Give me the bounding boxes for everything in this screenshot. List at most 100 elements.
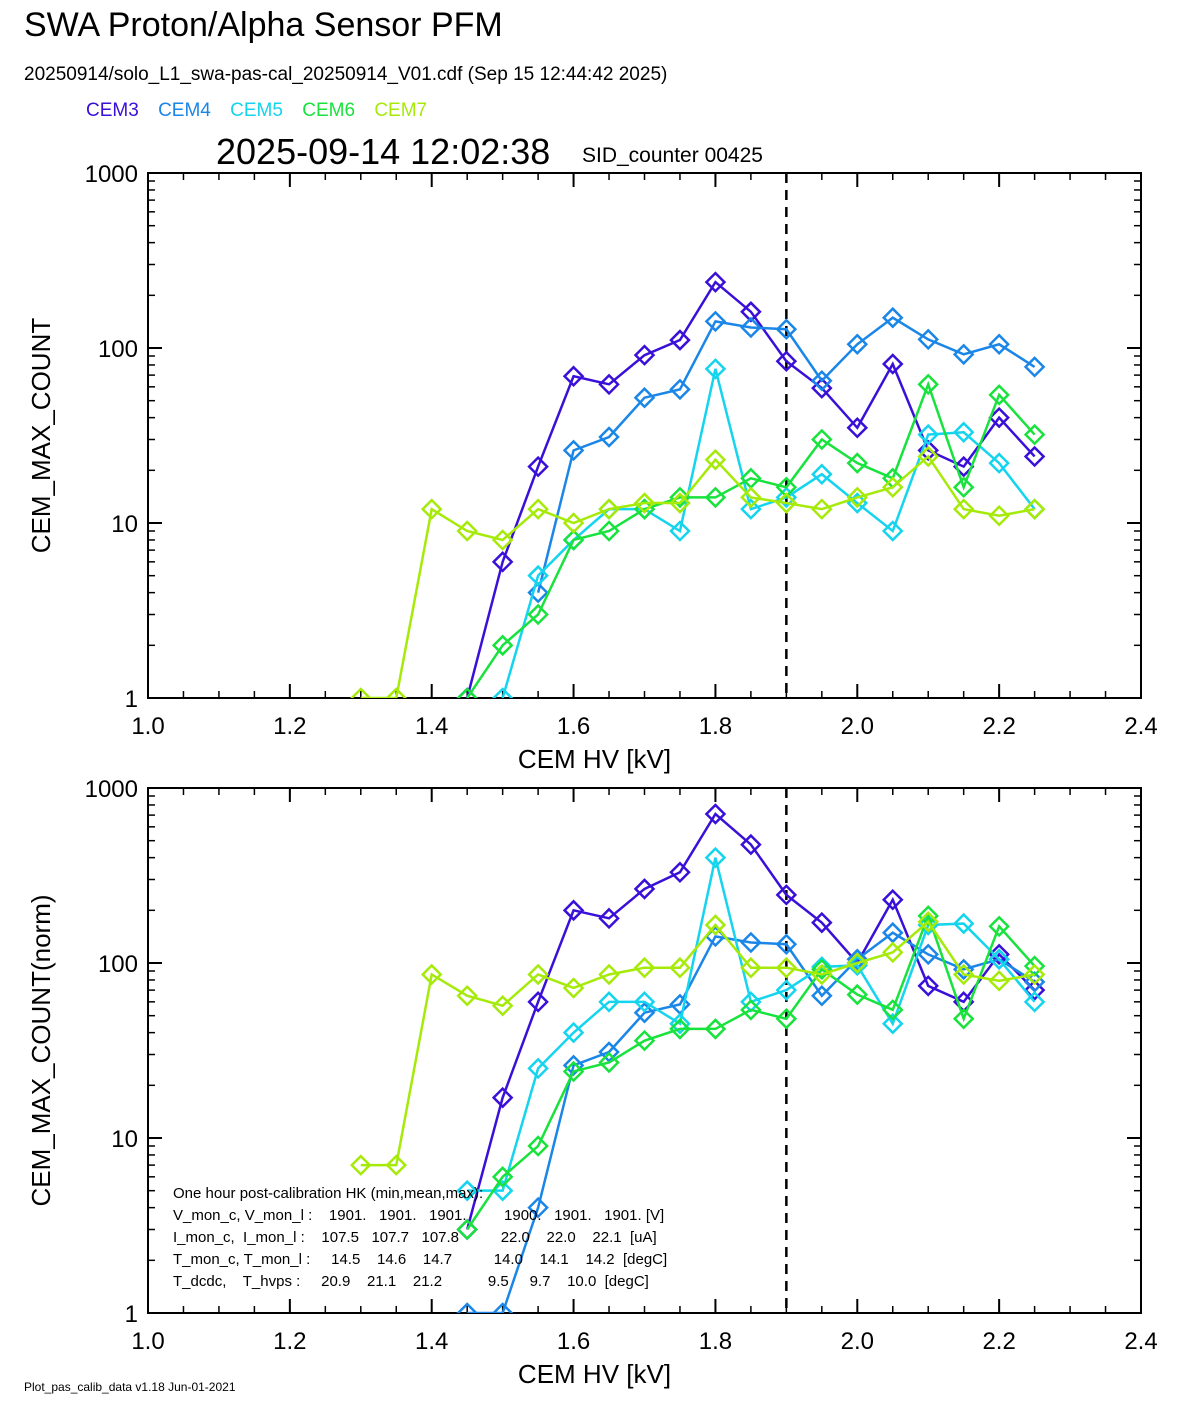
data-point-cem6 [811, 958, 833, 981]
data-point-cem4 [775, 318, 798, 341]
data-point-cem6 [917, 905, 939, 927]
data-point-cem6 [917, 373, 939, 396]
data-point-cem3 [598, 373, 620, 396]
x-tick-label: 1.0 [131, 713, 164, 740]
data-point-cem7 [527, 963, 549, 986]
plot-frame [147, 172, 1142, 699]
data-point-cem7 [633, 492, 656, 514]
data-point-cem5 [633, 991, 656, 1013]
hk-line: T_dcdc, T_hvps : 20.9 21.1 21.2 9.5 9.7 … [173, 1273, 649, 1290]
data-point-cem7 [846, 952, 869, 974]
x-tick-label: 1.4 [415, 1328, 448, 1355]
data-point-cem7 [881, 941, 904, 964]
series-line-cem6 [466, 912, 1036, 1231]
data-point-cem7 [952, 963, 975, 986]
y-tick-label: 10 [111, 511, 138, 538]
data-point-cem6 [669, 1018, 691, 1040]
legend-item-cem7: CEM7 [374, 100, 428, 121]
data-point-cem3 [491, 1086, 514, 1109]
chart-panel-1: 1.0 1.2 1.4 1.6 1.8 2.0 2.2 2.4 1 10 100 1000 CEM HV… [26, 161, 1158, 774]
data-point-cem4 [917, 943, 939, 966]
data-point-cem5 [562, 1021, 585, 1044]
x-tick-label: 2.0 [841, 713, 874, 740]
data-point-cem7 [385, 687, 408, 698]
x-tick-label: 2.4 [1124, 1328, 1157, 1355]
series-line-cem5 [467, 857, 1036, 1192]
data-point-cem5 [740, 498, 762, 520]
data-point-cem7 [527, 498, 549, 520]
data-point-cem3 [988, 406, 1010, 429]
data-point-cem3 [633, 344, 656, 366]
x-tick-label: 1.0 [131, 1328, 164, 1355]
data-point-cem7 [952, 498, 975, 520]
y-tick-label: 1 [125, 1301, 138, 1328]
data-point-cem4 [846, 333, 869, 356]
data-point-cem4 [881, 306, 904, 329]
data-point-cem7 [669, 956, 691, 979]
data-point-cem4 [633, 386, 656, 409]
page-title: SWA Proton/Alpha Sensor PFM [24, 6, 503, 44]
data-point-cem6 [562, 529, 585, 551]
x-tick-label: 1.2 [273, 1328, 306, 1355]
legend-item-cem4: CEM4 [158, 100, 211, 121]
data-point-cem4 [491, 1302, 514, 1313]
data-point-cem4 [527, 581, 549, 604]
series-line-cem6 [466, 380, 1036, 698]
y-axis-label: CEM_MAX_COUNT [26, 318, 56, 554]
data-point-cem3 [704, 271, 727, 293]
data-point-cem3 [491, 551, 514, 573]
data-point-cem7 [562, 977, 585, 999]
data-point-cem4 [1023, 356, 1046, 378]
data-point-cem7 [633, 956, 656, 979]
data-point-cem6 [846, 452, 869, 474]
data-point-cem4 [527, 1196, 549, 1219]
data-point-cem6 [988, 384, 1010, 406]
data-point-cem7 [704, 448, 727, 471]
hk-summary: One hour post-calibration HK (min,mean,m… [173, 1185, 667, 1290]
data-point-cem7 [420, 498, 443, 520]
data-point-cem6 [988, 915, 1010, 938]
data-point-cem7 [491, 529, 514, 551]
data-point-cem5 [881, 1012, 904, 1035]
data-point-cem6 [633, 1029, 656, 1052]
x-tick-label: 1.8 [699, 1328, 732, 1355]
data-point-cem6 [456, 1218, 478, 1241]
series-group [350, 271, 1046, 698]
data-point-cem3 [1023, 445, 1046, 468]
data-point-cem7 [775, 492, 798, 514]
data-point-cem5 [917, 423, 939, 446]
legend-item-cem6: CEM6 [302, 100, 356, 121]
data-point-cem6 [811, 428, 833, 451]
data-point-cem4 [598, 426, 620, 448]
data-point-cem6 [846, 983, 869, 1006]
data-point-cem4 [669, 378, 691, 401]
x-axis-label: CEM HV [kV] [518, 1359, 671, 1389]
x-tick-label: 2.2 [982, 713, 1015, 740]
data-point-cem3 [1023, 979, 1046, 1001]
data-point-cem7 [917, 911, 939, 933]
data-point-cem6 [491, 1166, 514, 1188]
series-line-cem3 [465, 812, 1036, 1230]
data-point-cem5 [527, 1057, 549, 1080]
data-point-cem3 [846, 417, 869, 439]
data-point-cem6 [598, 520, 620, 542]
data-point-cem7 [811, 963, 833, 986]
data-point-cem5 [775, 486, 798, 509]
data-point-cem7 [385, 1154, 408, 1176]
data-point-cem7 [988, 504, 1010, 527]
data-point-cem7 [811, 498, 833, 520]
data-point-cem3 [669, 861, 691, 884]
data-point-cem7 [988, 970, 1010, 992]
y-tick-label: 100 [98, 951, 138, 978]
data-point-cem6 [562, 1060, 585, 1083]
data-point-cem4 [740, 316, 762, 339]
data-point-cem3 [988, 943, 1010, 966]
data-point-cem3 [527, 991, 549, 1013]
data-point-cem5 [491, 687, 514, 698]
x-tick-label: 2.4 [1124, 713, 1157, 740]
data-point-cem3 [598, 907, 620, 930]
hk-line: T_mon_c, T_mon_l : 14.5 14.6 14.7 14.0 1… [173, 1251, 667, 1268]
data-point-cem7 [704, 914, 727, 936]
data-point-cem3 [669, 329, 691, 351]
data-point-cem6 [775, 1008, 798, 1030]
